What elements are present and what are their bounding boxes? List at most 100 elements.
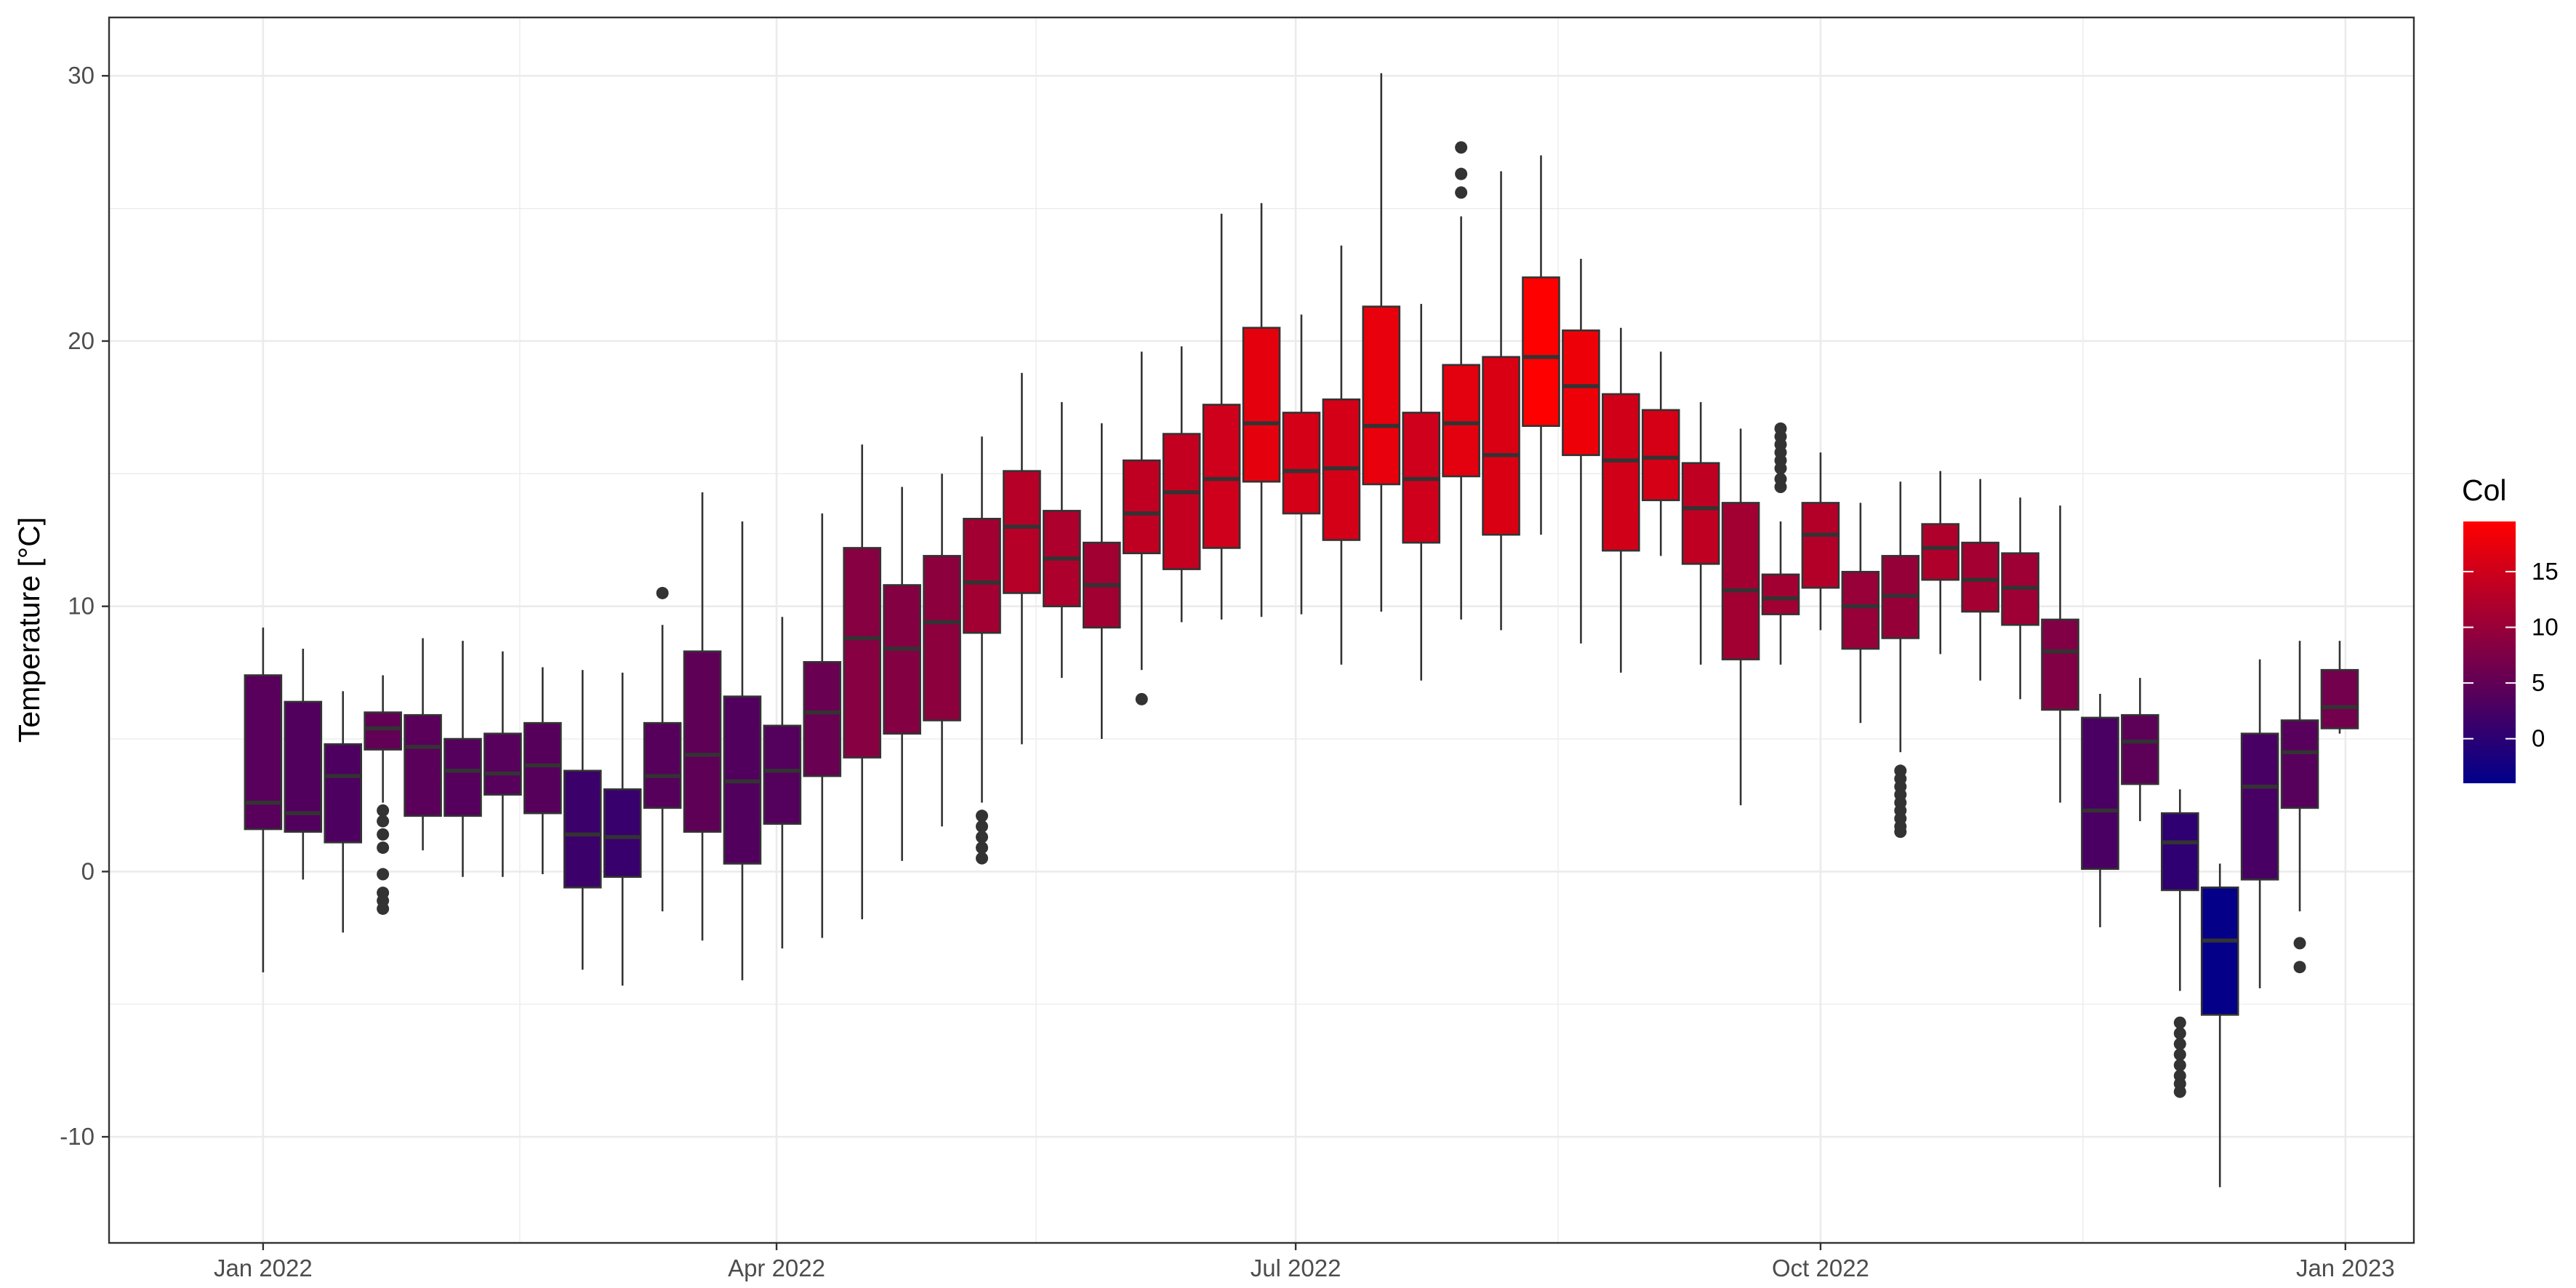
box-iqr <box>763 724 802 825</box>
axis-ticks: -10 0 10 20 30 Jan 2022 Apr 2022 Jul 2022 Oct 20… <box>60 62 2394 1281</box>
outlier-point <box>2173 1059 2186 1072</box>
colorbar-legend: Col 0 5 10 15 <box>2462 473 2559 783</box>
outlier-point <box>377 902 390 915</box>
outlier-point <box>1455 167 1468 180</box>
box-iqr <box>244 674 283 831</box>
box-iqr <box>1841 570 1880 650</box>
box-iqr <box>2200 886 2239 1016</box>
x-tick-label: Jul 2022 <box>1251 1255 1341 1281</box>
box-2022-10-15 <box>1881 481 1920 839</box>
box-iqr <box>2320 668 2359 729</box>
box-2022-08-06 <box>1482 171 1520 631</box>
box-2022-01-22 <box>364 675 402 915</box>
outlier-point <box>377 868 390 881</box>
outlier-point <box>1455 186 1468 199</box>
outlier-point <box>377 828 390 841</box>
outlier-point <box>976 820 989 833</box>
box-iqr <box>883 584 921 735</box>
outlier-point <box>377 804 390 817</box>
x-tick-label: Jan 2022 <box>214 1255 313 1281</box>
box-iqr <box>963 518 1001 634</box>
outlier-point <box>1774 481 1787 494</box>
box-iqr <box>1482 356 1520 536</box>
outlier-point <box>976 841 989 855</box>
box-2022-04-02 <box>763 617 802 949</box>
box-2022-10-29 <box>1961 479 1999 681</box>
box-2022-05-07 <box>963 436 1001 865</box>
box-iqr <box>1162 433 1201 570</box>
y-axis-title: Temperature [°C] <box>12 517 46 743</box>
box-iqr <box>1921 523 1960 581</box>
box-iqr <box>1442 364 1480 478</box>
box-2022-05-28 <box>1082 423 1121 740</box>
box-iqr <box>1641 409 1680 502</box>
box-iqr <box>603 788 642 878</box>
box-iqr <box>1562 329 1600 457</box>
box-2022-05-21 <box>1043 401 1081 679</box>
box-2022-11-05 <box>2001 497 2039 700</box>
box-2022-07-30 <box>1442 141 1480 620</box>
box-2022-07-23 <box>1402 303 1441 681</box>
box-2022-01-15 <box>324 691 363 933</box>
box-iqr <box>1003 470 1041 594</box>
box-iqr <box>1961 541 1999 613</box>
box-iqr <box>2041 618 2079 711</box>
box-iqr <box>643 721 682 809</box>
y-tick-label: 20 <box>68 327 95 354</box>
colorbar-ticks: 0 5 10 15 <box>2463 558 2559 752</box>
colorbar-tick-label: 5 <box>2532 669 2545 696</box>
box-iqr <box>1202 404 1241 549</box>
box-2022-01-01 <box>244 627 283 972</box>
outlier-point <box>2293 961 2306 974</box>
panel-border <box>108 16 2415 1244</box>
box-2022-06-11 <box>1162 346 1201 623</box>
box-2022-09-10 <box>1681 401 1720 665</box>
box-2022-01-29 <box>404 638 442 851</box>
box-2022-09-17 <box>1721 428 1760 806</box>
outlier-point <box>1774 462 1787 475</box>
box-iqr <box>843 547 882 759</box>
box-iqr <box>1721 502 1760 660</box>
box-iqr <box>2160 812 2199 892</box>
box-2022-10-01 <box>1801 452 1840 631</box>
outlier-point <box>1894 825 1907 839</box>
box-iqr <box>444 737 482 817</box>
outlier-point <box>377 815 390 828</box>
y-tick-label: 30 <box>68 62 95 89</box>
box-iqr <box>2240 732 2279 881</box>
box-iqr <box>404 713 442 817</box>
outlier-point <box>2173 1016 2186 1029</box>
box-iqr <box>523 721 562 815</box>
box-iqr <box>364 711 402 751</box>
box-iqr <box>483 732 522 796</box>
box-iqr <box>2081 716 2119 871</box>
outlier-point <box>377 841 390 855</box>
box-2022-06-18 <box>1202 213 1241 620</box>
box-2022-08-13 <box>1522 155 1560 535</box>
colorbar-tick-label: 15 <box>2532 558 2559 585</box>
x-tick-label: Jan 2023 <box>2296 1255 2395 1281</box>
outlier-point <box>976 852 989 865</box>
box-2022-04-09 <box>803 513 842 938</box>
box-iqr <box>1242 327 1281 483</box>
y-tick-label: 10 <box>68 593 95 620</box>
box-2022-08-27 <box>1602 327 1640 673</box>
outlier-point <box>976 809 989 823</box>
colorbar <box>2463 521 2516 783</box>
box-2022-11-12 <box>2041 505 2079 803</box>
box-iqr <box>1282 412 1321 515</box>
box-2022-12-03 <box>2160 789 2199 1098</box>
box-iqr <box>1122 459 1161 555</box>
box-2022-12-17 <box>2240 659 2279 988</box>
box-2022-09-24 <box>1761 422 1800 665</box>
box-2022-06-04 <box>1122 351 1161 705</box>
box-2022-05-14 <box>1003 372 1041 745</box>
box-2022-07-09 <box>1322 245 1361 665</box>
box-2022-08-20 <box>1562 258 1600 644</box>
box-iqr <box>1681 462 1720 565</box>
box-iqr <box>2121 713 2159 785</box>
box-iqr <box>324 743 363 844</box>
outlier-point <box>2293 937 2306 950</box>
box-2022-02-12 <box>483 651 522 877</box>
